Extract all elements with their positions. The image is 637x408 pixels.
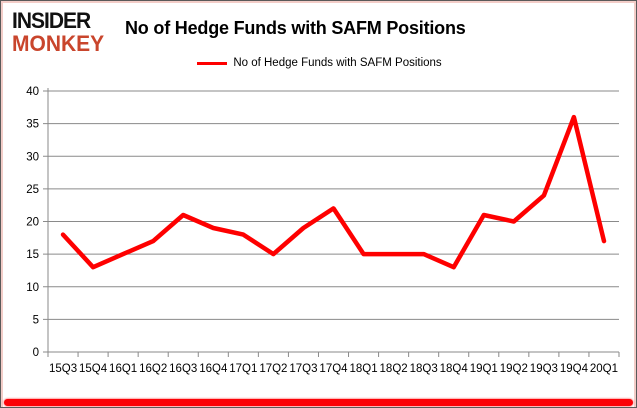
legend-line-marker-icon: [197, 61, 228, 65]
x-tick-label: 19Q3: [530, 363, 558, 375]
y-tick-label: 20: [26, 217, 39, 229]
y-tick-label: 25: [26, 184, 39, 196]
legend: No of Hedge Funds with SAFM Positions: [1, 57, 636, 69]
y-tick-label: 10: [26, 282, 39, 294]
x-tick-label: 18Q3: [410, 363, 438, 375]
x-tick-label: 20Q1: [590, 363, 618, 375]
x-tick-label: 15Q4: [79, 363, 108, 375]
x-tick-label: 18Q1: [349, 363, 377, 375]
y-tick-label: 35: [26, 119, 39, 131]
x-tick-label: 17Q3: [289, 363, 317, 375]
x-tick-label: 18Q2: [380, 363, 408, 375]
y-tick-label: 15: [26, 249, 39, 261]
x-tick-label: 15Q3: [49, 363, 77, 375]
series-line: [60, 114, 607, 270]
x-tick-label: 16Q1: [109, 363, 137, 375]
page-title: No of Hedge Funds with SAFM Positions: [125, 18, 466, 38]
logo-word-monkey: MONKEY: [12, 32, 105, 57]
x-tick-label: 17Q4: [319, 363, 348, 375]
x-tick-label: 19Q2: [500, 363, 528, 375]
logo-word-insider: INSIDER: [12, 8, 91, 34]
x-tick-label: 16Q3: [169, 363, 197, 375]
insider-monkey-logo: INSIDER MONKEY: [12, 8, 105, 57]
bottom-red-bar: [4, 399, 633, 406]
x-tick-label: 18Q4: [440, 363, 469, 375]
x-tick-label: 19Q1: [470, 363, 498, 375]
y-tick-label: 30: [26, 151, 39, 163]
legend-label: No of Hedge Funds with SAFM Positions: [233, 57, 442, 69]
y-tick-label: 5: [33, 314, 39, 326]
x-tick-label: 17Q2: [259, 363, 287, 375]
x-tick-label: 16Q4: [199, 363, 228, 375]
y-tick-label: 0: [33, 347, 39, 359]
x-tick-label: 19Q4: [560, 363, 589, 375]
x-tick-label: 17Q1: [229, 363, 257, 375]
x-tick-label: 16Q2: [139, 363, 167, 375]
y-tick-label: 40: [26, 86, 39, 98]
